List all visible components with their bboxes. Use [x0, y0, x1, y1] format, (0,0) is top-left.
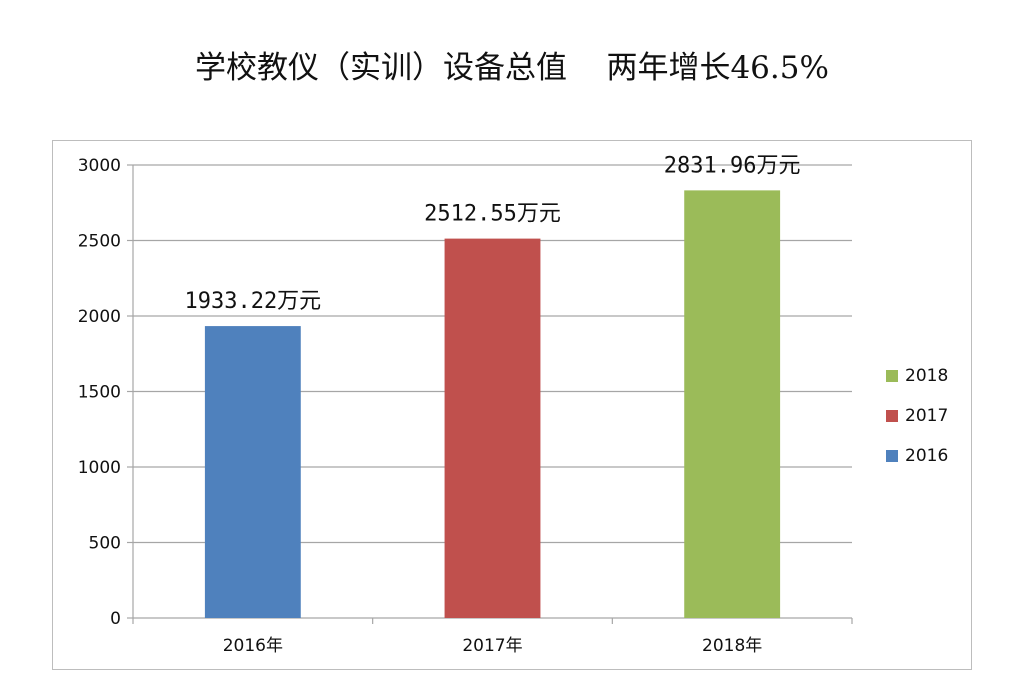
- data-label: 2512.55万元: [424, 202, 561, 227]
- chart-title: 学校教仪（实训）设备总值 两年增长46.5%: [195, 50, 829, 86]
- legend-label-2017: 2017: [905, 406, 949, 426]
- y-tick-label: 2000: [78, 307, 121, 327]
- x-tick-label: 2018年: [702, 636, 762, 656]
- legend-label-2016: 2016: [905, 446, 949, 466]
- legend-swatch-2018: [886, 370, 898, 382]
- legend-item-2017: 2017: [886, 396, 948, 436]
- y-tick-label: 500: [89, 534, 121, 554]
- y-tick-label: 0: [110, 609, 121, 629]
- x-tick-label: 2016年: [223, 636, 283, 656]
- legend-swatch-2016: [886, 450, 898, 462]
- legend-label-2018: 2018: [905, 366, 949, 386]
- bar-2016年: [204, 326, 301, 618]
- y-tick-label: 1500: [78, 383, 121, 403]
- data-label: 1933.22万元: [184, 289, 321, 314]
- legend: 2018 2017 2016: [886, 356, 948, 476]
- chart-frame: [52, 140, 972, 670]
- data-label: 2831.96万元: [664, 153, 801, 178]
- bar-2017年: [444, 238, 541, 618]
- legend-swatch-2017: [886, 410, 898, 422]
- y-tick-label: 2500: [78, 232, 121, 252]
- legend-item-2016: 2016: [886, 436, 948, 476]
- x-tick-label: 2017年: [462, 636, 522, 656]
- y-tick-label: 1000: [78, 458, 121, 478]
- bar-2018年: [684, 190, 781, 619]
- y-tick-label: 3000: [78, 156, 121, 176]
- legend-item-2018: 2018: [886, 356, 948, 396]
